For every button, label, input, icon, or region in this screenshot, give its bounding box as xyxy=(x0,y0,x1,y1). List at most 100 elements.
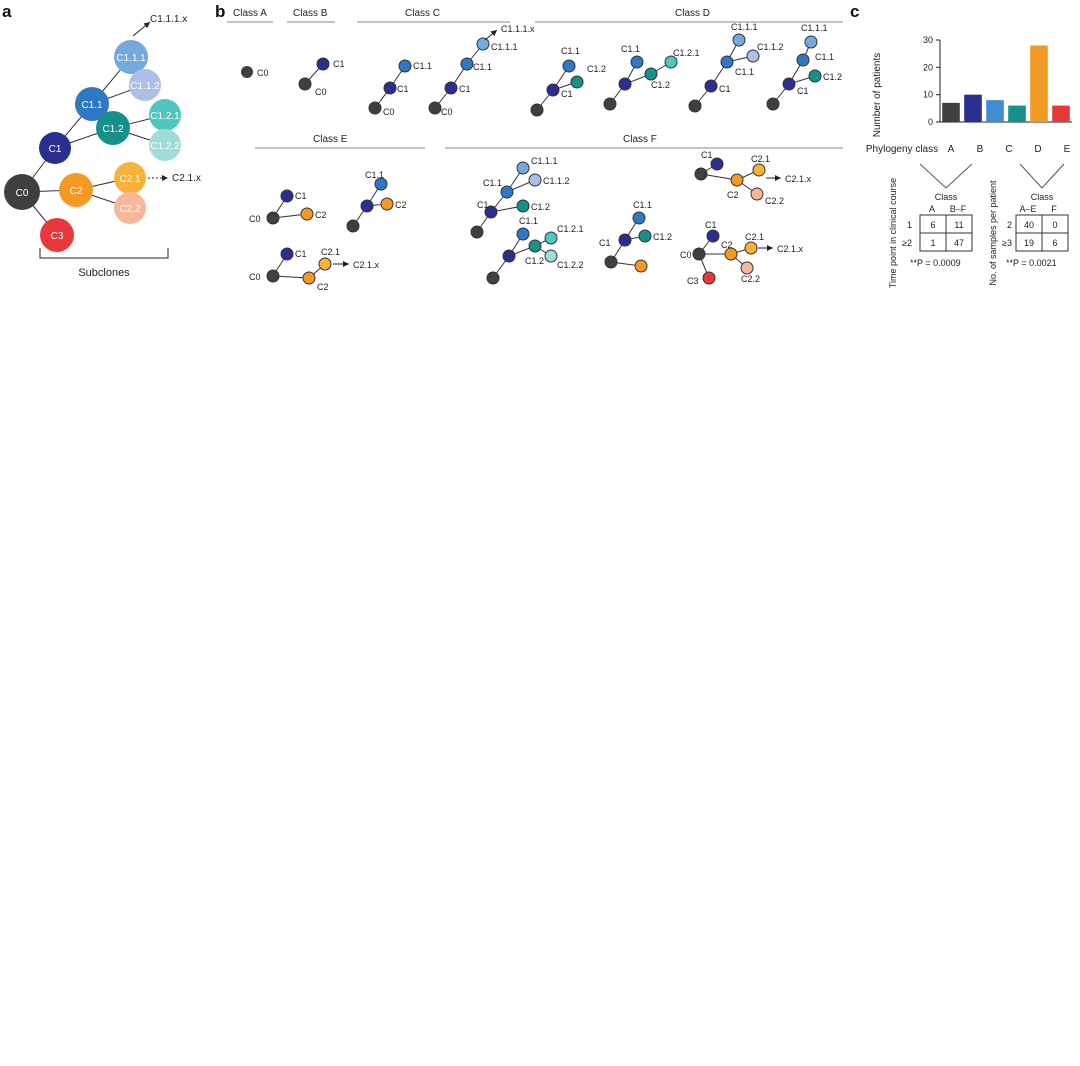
svg-text:C1.2: C1.2 xyxy=(531,202,550,212)
x-axis-title: Phylogeny class xyxy=(866,144,938,155)
svg-text:6: 6 xyxy=(930,220,935,230)
svg-text:Class C: Class C xyxy=(405,8,440,19)
svg-text:C2: C2 xyxy=(315,210,327,220)
panel-c-tables: Class A B–F 1 ≥2 6 11 1 47 Time point in… xyxy=(888,163,1069,288)
panel-c-bar-chart: Number of patients 0 10 20 30 Phylogeny cla… xyxy=(866,35,1072,155)
svg-text:0: 0 xyxy=(1052,220,1057,230)
svg-text:C1.1: C1.1 xyxy=(365,170,384,180)
class-d-tree-1 xyxy=(530,59,584,117)
table1-header: Class xyxy=(935,192,958,202)
svg-text:40: 40 xyxy=(1024,220,1034,230)
svg-text:C1.1.2: C1.1.2 xyxy=(543,176,570,186)
panel-c-letter: c xyxy=(850,2,860,21)
svg-text:C0: C0 xyxy=(257,68,269,78)
svg-text:C2.1: C2.1 xyxy=(321,247,340,257)
svg-text:C1: C1 xyxy=(49,144,62,155)
svg-text:C1: C1 xyxy=(705,220,717,230)
svg-text:C1: C1 xyxy=(333,59,345,69)
svg-text:C3: C3 xyxy=(51,231,64,242)
svg-text:Class F: Class F xyxy=(623,134,657,145)
svg-text:C1: C1 xyxy=(797,86,809,96)
svg-text:Class B: Class B xyxy=(293,8,328,19)
svg-text:C2.2: C2.2 xyxy=(741,274,760,284)
svg-text:C3: C3 xyxy=(687,276,699,286)
class-f-tree-5 xyxy=(692,229,758,285)
subclones-bracket xyxy=(39,248,169,259)
svg-text:A–E: A–E xyxy=(1019,204,1036,214)
svg-text:C1.1: C1.1 xyxy=(633,200,652,210)
svg-text:C1.2.2: C1.2.2 xyxy=(150,141,180,152)
class-c-tree-2 xyxy=(428,37,490,115)
y-axis: 0 10 20 30 xyxy=(923,35,1072,127)
subclones-label: Subclones xyxy=(78,267,130,279)
y-tick-label: 0 xyxy=(928,117,933,127)
table1-row-title: Time point in clinical course xyxy=(888,178,898,288)
node-c1: C1 xyxy=(39,132,71,164)
table2-grid xyxy=(1015,214,1069,252)
class-f-tree-2 xyxy=(486,227,558,285)
bar-E xyxy=(1030,45,1048,122)
svg-text:C0: C0 xyxy=(441,107,453,117)
panel-b-letter: b xyxy=(215,2,226,21)
bar-C xyxy=(986,100,1004,122)
svg-text:1: 1 xyxy=(930,238,935,248)
table1-grid xyxy=(919,214,973,252)
svg-text:C1.2.1: C1.2.1 xyxy=(150,111,180,122)
class-b-tree xyxy=(298,57,330,91)
svg-text:C1.1.2: C1.1.2 xyxy=(757,42,784,52)
bar-A xyxy=(942,102,960,122)
panel-b-classes: Class A Class B Class C Class D Class E … xyxy=(227,8,843,292)
node-c2: C2 xyxy=(59,173,93,207)
svg-text:C1.2: C1.2 xyxy=(102,124,124,135)
svg-text:C1.2: C1.2 xyxy=(587,64,606,74)
svg-text:C0: C0 xyxy=(16,188,29,199)
bar-B xyxy=(964,94,982,122)
table2-row-title: No. of samples per patient xyxy=(988,180,998,286)
svg-text:11: 11 xyxy=(954,220,963,230)
svg-text:C1.1: C1.1 xyxy=(81,100,103,111)
x-tick-label-A: A xyxy=(948,144,955,155)
svg-text:C0: C0 xyxy=(249,272,261,282)
svg-text:Class A: Class A xyxy=(233,8,267,19)
bar-D xyxy=(1008,105,1026,122)
class-a-tree: C0 xyxy=(241,66,269,78)
svg-text:C1.1.2: C1.1.2 xyxy=(130,81,160,92)
table2-header: Class xyxy=(1031,192,1054,202)
bar-F xyxy=(1052,105,1070,122)
svg-text:C1: C1 xyxy=(295,191,307,201)
svg-text:C1: C1 xyxy=(295,249,307,259)
svg-text:Class D: Class D xyxy=(675,8,710,19)
node-c121: C1.2.1 xyxy=(149,99,181,131)
y-tick-label: 20 xyxy=(923,62,933,72)
svg-text:C1.1.1: C1.1.1 xyxy=(531,156,558,166)
panel-c: Number of patients 0 10 20 30 Phylogeny cla… xyxy=(850,0,1080,300)
svg-text:C1.2: C1.2 xyxy=(651,80,670,90)
svg-text:C1.1: C1.1 xyxy=(621,44,640,54)
svg-text:C1.2.1: C1.2.1 xyxy=(673,48,700,58)
svg-text:C2: C2 xyxy=(395,200,407,210)
svg-text:C2.1.x: C2.1.x xyxy=(785,174,812,184)
y-tick-label: 10 xyxy=(923,90,933,100)
table1-pvalue: **P = 0.0009 xyxy=(910,258,961,268)
svg-text:C0: C0 xyxy=(315,87,327,97)
x-tick-label-E: E xyxy=(1064,144,1071,155)
svg-text:C1: C1 xyxy=(561,89,573,99)
svg-text:2: 2 xyxy=(1007,220,1012,230)
svg-text:C2.2: C2.2 xyxy=(765,196,784,206)
svg-text:C2: C2 xyxy=(721,240,733,250)
svg-text:C1.2: C1.2 xyxy=(525,256,544,266)
c111x-label: C1.1.1.x xyxy=(150,14,187,25)
svg-text:1: 1 xyxy=(907,220,912,230)
svg-text:C1: C1 xyxy=(701,150,713,160)
svg-text:Class E: Class E xyxy=(313,134,348,145)
svg-text:6: 6 xyxy=(1052,238,1057,248)
class-d-tree-3 xyxy=(688,33,760,113)
x-tick-labels: ABCDEF xyxy=(948,144,1071,155)
x-tick-label-C: C xyxy=(1005,144,1012,155)
svg-text:B–F: B–F xyxy=(950,204,967,214)
svg-text:≥2: ≥2 xyxy=(902,238,912,248)
svg-text:C1.1: C1.1 xyxy=(815,52,834,62)
svg-text:C2.1.x: C2.1.x xyxy=(777,244,804,254)
class-d-tree-4 xyxy=(766,35,822,111)
svg-text:C1: C1 xyxy=(599,238,611,248)
